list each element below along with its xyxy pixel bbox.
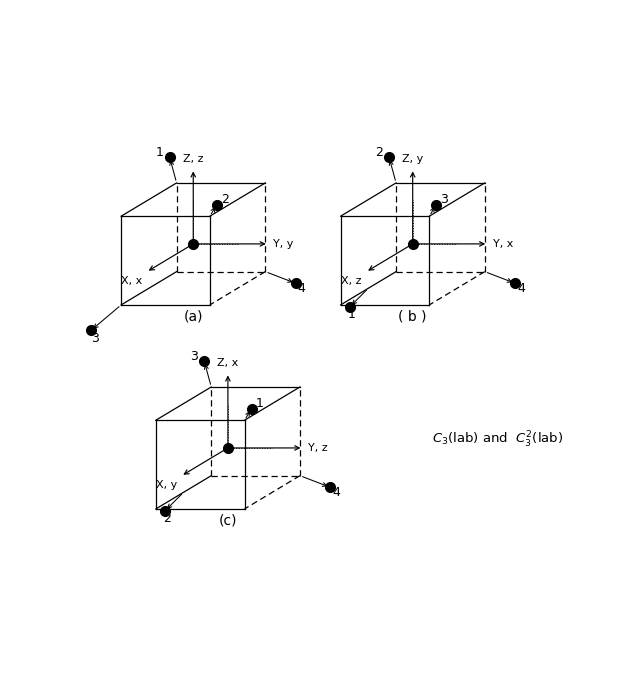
Text: 2: 2	[375, 146, 383, 159]
Text: 1: 1	[255, 397, 263, 410]
Text: Y, z: Y, z	[308, 443, 328, 453]
Text: X, z: X, z	[341, 276, 362, 286]
Text: (c): (c)	[219, 514, 237, 528]
Text: ( b ): ( b )	[399, 310, 427, 324]
Text: 4: 4	[298, 282, 306, 295]
Text: 2: 2	[221, 193, 228, 206]
Text: Z, x: Z, x	[217, 358, 239, 369]
Text: 1: 1	[156, 146, 164, 159]
Text: 4: 4	[332, 486, 340, 499]
Text: 2: 2	[163, 512, 171, 525]
Text: 3: 3	[440, 193, 448, 206]
Text: 3: 3	[91, 332, 99, 345]
Text: Y, y: Y, y	[273, 239, 294, 249]
Text: Z, z: Z, z	[183, 154, 204, 164]
Text: $C_3$(lab) and  $C_3^2$(lab): $C_3$(lab) and $C_3^2$(lab)	[432, 430, 563, 450]
Text: 4: 4	[517, 282, 525, 295]
Text: 3: 3	[190, 350, 198, 363]
Text: X, y: X, y	[156, 480, 177, 490]
Text: 1: 1	[348, 308, 356, 321]
Text: Z, y: Z, y	[402, 154, 423, 164]
Text: (a): (a)	[184, 310, 203, 324]
Text: X, x: X, x	[121, 276, 142, 286]
Text: Y, x: Y, x	[493, 239, 513, 249]
